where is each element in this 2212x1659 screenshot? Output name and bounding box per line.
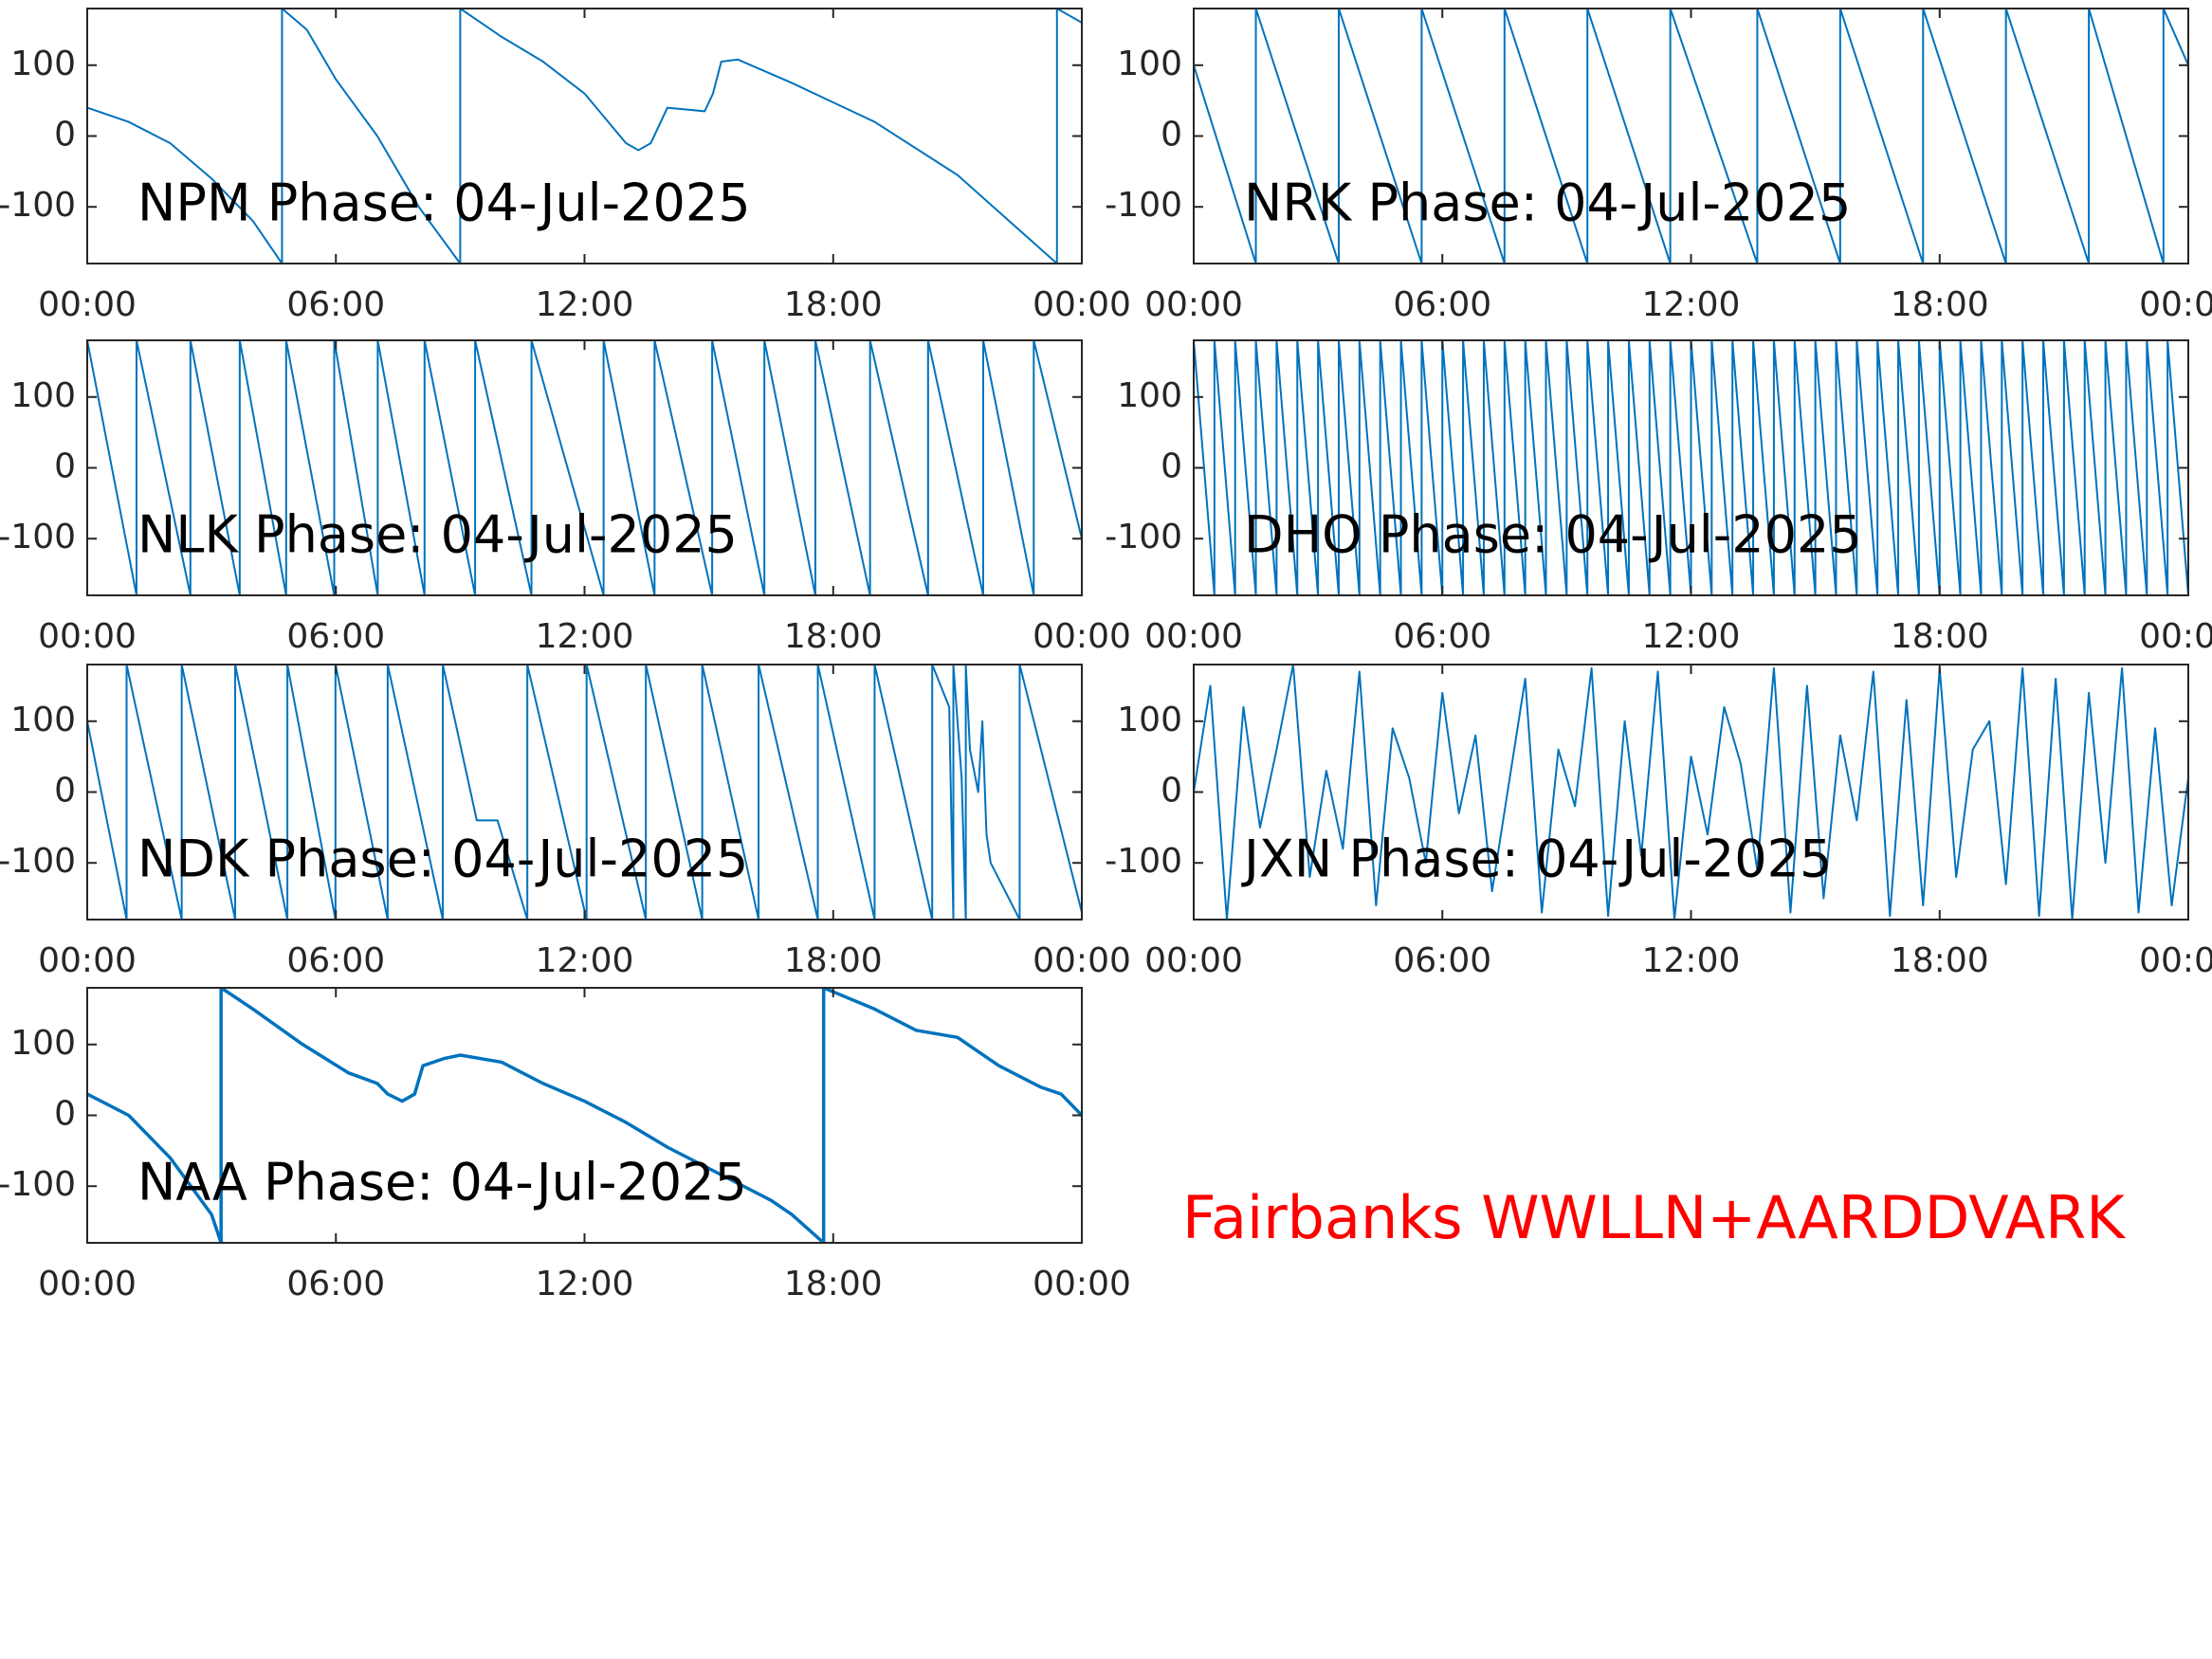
x-tick-label: 00:00 (2139, 285, 2212, 324)
y-tick-label: 0 (1161, 116, 1182, 155)
y-tick-label: 100 (10, 1024, 76, 1063)
y-tick-label: 0 (1161, 447, 1182, 486)
y-tick-label: 100 (10, 45, 76, 83)
y-tick-label: -100 (0, 1165, 76, 1204)
x-tick-label: 00:00 (1033, 941, 1131, 980)
x-tick-label: 18:00 (1891, 941, 1989, 980)
x-tick-label: 00:00 (1144, 941, 1243, 980)
y-tick-label: 100 (1117, 45, 1182, 83)
x-tick-label: 18:00 (784, 285, 883, 324)
x-tick-label: 06:00 (1393, 285, 1491, 324)
y-tick-label: 100 (1117, 376, 1182, 415)
phase-line (87, 9, 1082, 264)
panel-title: NLK Phase: 04-Jul-2025 (137, 505, 738, 565)
x-tick-label: 06:00 (1393, 617, 1491, 656)
panel-title: NPM Phase: 04-Jul-2025 (137, 173, 751, 233)
x-tick-label: 06:00 (1393, 941, 1491, 980)
phase-line (1194, 665, 2188, 920)
x-tick-label: 12:00 (1642, 285, 1741, 324)
x-tick-label: 06:00 (286, 1265, 385, 1304)
y-tick-label: -100 (0, 186, 76, 225)
x-tick-label: 12:00 (536, 285, 634, 324)
x-tick-label: 18:00 (1891, 285, 1989, 324)
y-tick-label: 100 (10, 701, 76, 739)
y-tick-label: 0 (54, 1095, 76, 1134)
phase-line (87, 665, 1082, 920)
x-tick-label: 18:00 (784, 1265, 883, 1304)
x-tick-label: 06:00 (286, 617, 385, 656)
y-tick-label: -100 (1105, 842, 1182, 881)
y-tick-label: 100 (10, 376, 76, 415)
x-tick-label: 06:00 (286, 285, 385, 324)
y-tick-label: -100 (1105, 186, 1182, 225)
y-tick-label: 0 (54, 116, 76, 155)
phase-line (87, 988, 1082, 1243)
x-tick-label: 12:00 (536, 1265, 634, 1304)
x-tick-label: 06:00 (286, 941, 385, 980)
annotation: Fairbanks WWLLN+AARDDVARK (1182, 1183, 2126, 1252)
x-tick-label: 12:00 (536, 617, 634, 656)
y-tick-label: -100 (1105, 518, 1182, 556)
y-tick-label: 0 (54, 447, 76, 486)
panel-title: JXN Phase: 04-Jul-2025 (1241, 830, 1832, 889)
phase-line (1194, 340, 2188, 595)
x-tick-label: 18:00 (1891, 617, 1989, 656)
panel-title: DHO Phase: 04-Jul-2025 (1244, 505, 1862, 565)
y-tick-label: 100 (1117, 701, 1182, 739)
x-tick-label: 00:00 (2139, 617, 2212, 656)
phase-line (1194, 9, 2188, 264)
y-tick-label: -100 (0, 518, 76, 556)
x-tick-label: 00:00 (1144, 617, 1243, 656)
x-tick-label: 00:00 (1033, 617, 1131, 656)
x-tick-label: 00:00 (38, 1265, 137, 1304)
x-tick-label: 00:00 (1033, 1265, 1131, 1304)
x-tick-label: 00:00 (38, 941, 137, 980)
x-tick-label: 00:00 (1144, 285, 1243, 324)
phase-line (87, 340, 1082, 595)
x-tick-label: 00:00 (1033, 285, 1131, 324)
panel-title: NAA Phase: 04-Jul-2025 (137, 1153, 747, 1212)
x-tick-label: 18:00 (784, 941, 883, 980)
x-tick-label: 00:00 (38, 617, 137, 656)
y-tick-label: -100 (0, 842, 76, 881)
x-tick-label: 12:00 (1642, 941, 1741, 980)
panel-title: NRK Phase: 04-Jul-2025 (1244, 173, 1851, 233)
x-tick-label: 12:00 (536, 941, 634, 980)
x-tick-label: 00:00 (38, 285, 137, 324)
y-tick-label: 0 (54, 772, 76, 811)
x-tick-label: 00:00 (2139, 941, 2212, 980)
x-tick-label: 18:00 (784, 617, 883, 656)
y-tick-label: 0 (1161, 772, 1182, 811)
panel-title: NDK Phase: 04-Jul-2025 (137, 830, 748, 889)
x-tick-label: 12:00 (1642, 617, 1741, 656)
